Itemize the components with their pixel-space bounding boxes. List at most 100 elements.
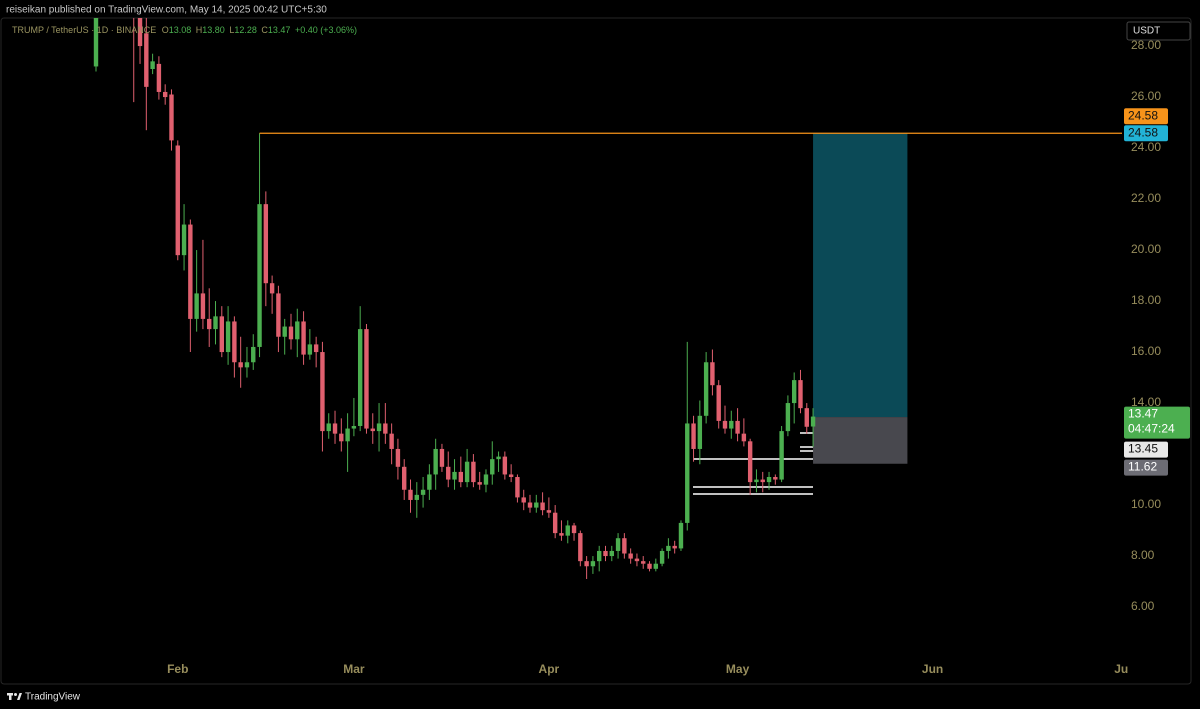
candle-body: [282, 326, 287, 337]
plot-area: [93, 18, 908, 580]
target-price-label-box: [1124, 125, 1168, 142]
candle-body: [565, 525, 570, 536]
candle-body: [257, 204, 262, 347]
position-loss: [813, 417, 908, 464]
candle-body: [534, 502, 539, 508]
candle-body: [144, 33, 149, 87]
candle-body: [766, 477, 772, 483]
candle-body: [200, 293, 206, 319]
candle-body: [571, 525, 577, 534]
footer-logo: [7, 693, 22, 700]
candle-body: [207, 318, 212, 330]
candle-body: [609, 550, 614, 557]
candle-body: [213, 316, 218, 330]
line-price-label: 24.58: [1128, 108, 1158, 122]
candle-body: [527, 502, 533, 508]
legend-change: +0.40 (+3.06%): [295, 25, 357, 35]
candle-body: [402, 466, 407, 490]
y-tick-label: 6.00: [1131, 599, 1155, 613]
candle-body: [458, 471, 464, 483]
candle-body: [301, 321, 306, 355]
target-price-label: 24.58: [1128, 125, 1158, 139]
candle-body: [446, 466, 451, 480]
candle-body: [729, 420, 734, 429]
candle-body: [735, 420, 740, 434]
candle-body: [508, 474, 514, 478]
candle-body: [691, 423, 696, 449]
logo-part: [17, 693, 22, 700]
candle-body: [238, 362, 243, 368]
candle-body: [496, 456, 501, 460]
candle-body: [597, 550, 602, 562]
candle-body: [785, 403, 791, 432]
candle-body: [244, 362, 250, 368]
candle-body: [414, 494, 419, 500]
candle-body: [666, 545, 671, 551]
footer-brand: TradingView: [25, 692, 81, 703]
candle-body: [521, 497, 526, 503]
candle-body: [181, 224, 187, 256]
candle-body: [194, 293, 199, 319]
y-tick-label: 10.00: [1131, 497, 1161, 511]
candle-body: [156, 63, 162, 92]
candle-body: [326, 423, 331, 432]
candle-body: [464, 461, 470, 483]
y-tick-label: 22.00: [1131, 191, 1161, 205]
entry-price-label: 13.45: [1128, 442, 1158, 456]
y-tick-label: 14.00: [1131, 395, 1161, 409]
candle-body: [471, 461, 476, 483]
legend-letter: L: [229, 25, 234, 35]
x-tick-label: Jun: [922, 662, 943, 676]
candle-body: [615, 538, 621, 551]
candle-body: [93, 18, 99, 67]
last-price-box: [1124, 406, 1190, 439]
legend-value: 13.80: [202, 25, 225, 35]
candle-body: [169, 94, 174, 141]
candle-body: [345, 428, 350, 442]
legend-value: 13.08: [169, 25, 192, 35]
candle-body: [251, 346, 256, 363]
candle-body: [584, 561, 589, 567]
x-tick-label: Ju: [1114, 662, 1128, 676]
x-tick-label: Apr: [539, 662, 560, 676]
legend-letter: C: [261, 25, 268, 35]
y-tick-label: 20.00: [1131, 242, 1161, 256]
legend-title: TRUMP / TetherUS · 1D · BINANCE: [12, 25, 156, 35]
candle-body: [678, 522, 684, 549]
currency-box: [1126, 21, 1191, 41]
candle-body: [219, 316, 224, 353]
y-tick-label: 18.00: [1131, 293, 1161, 307]
candle-body: [376, 423, 382, 432]
candle-body: [798, 380, 803, 409]
candle-body: [810, 416, 816, 427]
candle-body: [697, 415, 703, 449]
candle-body: [647, 563, 652, 569]
y-tick-label: 16.00: [1131, 344, 1161, 358]
candle-body: [276, 293, 281, 337]
candle-body: [339, 433, 344, 442]
candle-body: [578, 533, 583, 562]
candle-body: [515, 477, 520, 498]
candle-body: [225, 321, 231, 353]
candle-body: [188, 224, 193, 319]
candle-body: [332, 423, 338, 434]
x-tick-label: Feb: [167, 662, 188, 676]
position-profit: [813, 133, 908, 418]
candle-body: [433, 448, 438, 475]
candle-body: [389, 433, 394, 449]
legend-value: 12.28: [234, 25, 257, 35]
candle-body: [364, 329, 369, 429]
candle-body: [307, 344, 313, 355]
candle-body: [634, 558, 640, 562]
stop-price-label-box: [1124, 459, 1168, 476]
candle-body: [716, 385, 721, 421]
candle-body: [791, 380, 797, 404]
candle-body: [320, 352, 325, 432]
currency: USDT: [1133, 26, 1160, 37]
candle-body: [452, 471, 457, 480]
candle-body: [490, 459, 495, 475]
logo-part: [14, 693, 17, 696]
candle-body: [483, 474, 489, 485]
